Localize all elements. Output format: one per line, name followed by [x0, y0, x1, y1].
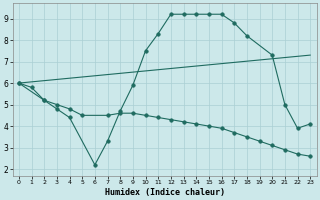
- X-axis label: Humidex (Indice chaleur): Humidex (Indice chaleur): [105, 188, 225, 197]
